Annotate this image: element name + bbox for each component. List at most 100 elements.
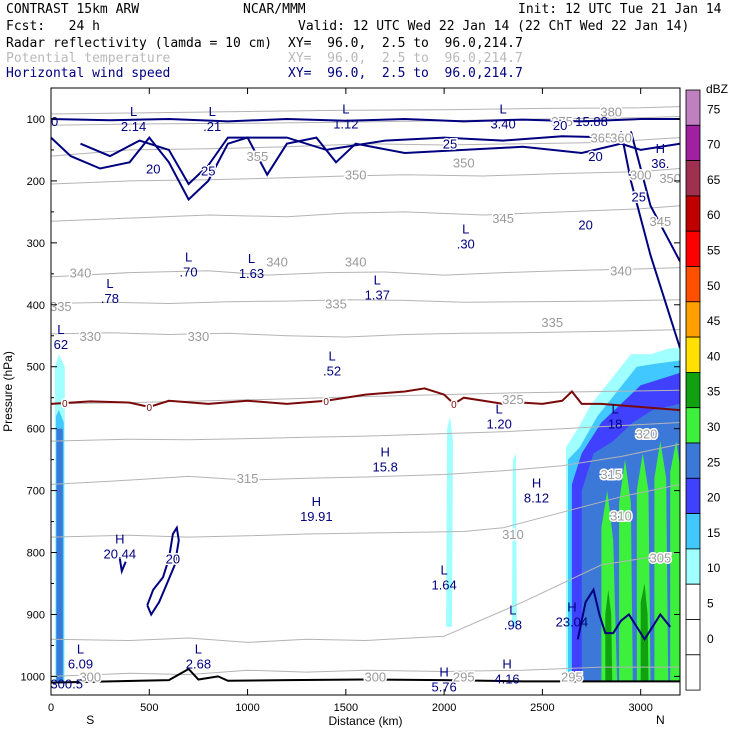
extremum-value: 50 xyxy=(44,114,58,129)
extremum-value: 1.64 xyxy=(431,577,456,592)
wind-contour-20 xyxy=(118,558,127,575)
wind-max-marker: H xyxy=(532,476,541,491)
forecast-hour: Fcst: 24 h xyxy=(6,19,100,34)
theta-label: 350 xyxy=(345,168,367,183)
freezing-level-layer: 0 0 0 0 xyxy=(50,387,681,415)
theta-label: 295 xyxy=(561,669,583,684)
theta-label: 380 xyxy=(600,105,622,120)
field-wind-name: Horizontal wind speed xyxy=(6,66,171,81)
extremum-value: 36. xyxy=(651,156,669,171)
wind-contour-25 xyxy=(629,131,680,262)
field-wind-xy: XY= 96.0, 2.5 to 96.0,214.7 xyxy=(288,66,523,81)
valid-time: Valid: 12 UTC Wed 22 Jan 14 (22 ChT Wed … xyxy=(298,19,690,34)
theta-label: 355 xyxy=(247,149,269,164)
reflectivity-region-35dbz xyxy=(640,583,649,682)
theta-contour-315 xyxy=(51,443,680,485)
wind-max-marker: H xyxy=(115,531,124,546)
extremum-value: .21 xyxy=(203,119,221,134)
colorbar-level-label: 40 xyxy=(707,349,721,363)
colorbar-swatch-75 xyxy=(685,89,701,126)
x-tick-label: 500 xyxy=(140,702,158,714)
extremum-value: 4.16 xyxy=(494,671,519,686)
colorbar-level-label: 10 xyxy=(707,561,721,575)
y-tick-label: 800 xyxy=(27,548,45,560)
header: CONTRAST 15km ARW NCAR/MMM Init: 12 UTC … xyxy=(0,0,740,86)
extremum-value: 1.20 xyxy=(487,416,512,431)
theta-label: 345 xyxy=(649,214,671,229)
extremum-value: 2.14 xyxy=(121,119,146,134)
x-tick-label: 2500 xyxy=(530,702,554,714)
colorbar-level-label: 60 xyxy=(707,208,721,222)
colorbar-swatch-70 xyxy=(685,124,701,162)
colorbar-level-label: 5 xyxy=(707,597,714,611)
wind-contour-20 xyxy=(51,135,680,202)
theta-label: 335 xyxy=(541,315,563,330)
extremum-value: 2.68 xyxy=(186,657,211,672)
y-tick-label: 200 xyxy=(27,176,45,188)
ground-layer xyxy=(50,667,680,684)
theta-label: 340 xyxy=(345,254,367,269)
y-tick-label: 900 xyxy=(27,609,45,621)
theta-label: 375 xyxy=(551,114,573,129)
colorbar-swatch-below xyxy=(685,654,701,691)
freezing-level-label: 0 xyxy=(323,397,329,408)
theta-label: 300 xyxy=(364,669,386,684)
y-tick-label: 100 xyxy=(27,114,45,126)
extremum-value: 18 xyxy=(608,416,622,431)
wind-max-marker: H xyxy=(567,599,576,614)
wind-label: 20 xyxy=(588,149,602,164)
wind-contour-20 xyxy=(51,117,680,123)
theta-label: 340 xyxy=(70,266,92,281)
colorbar-swatch-55 xyxy=(685,230,701,267)
colorbar-level-label: 50 xyxy=(707,279,721,293)
colorbar-swatch-25 xyxy=(685,442,701,479)
field-reflectivity-xy: XY= 96.0, 2.5 to 96.0,214.7 xyxy=(288,36,523,51)
theta-label: 350 xyxy=(659,171,681,186)
wind-min-marker: L xyxy=(496,401,503,416)
extremum-value: .70 xyxy=(180,265,198,280)
wind-contour-7 xyxy=(576,587,671,642)
extremum-value: .78 xyxy=(101,291,119,306)
extremum-value: 20.44 xyxy=(104,546,137,561)
theta-label: 350 xyxy=(453,155,475,170)
extremum-value: 8.12 xyxy=(524,491,549,506)
theta-contour-350 xyxy=(51,168,680,185)
y-tick-label: 500 xyxy=(27,362,45,374)
wind-contour-layer xyxy=(51,117,680,642)
org-label: NCAR/MMM xyxy=(243,2,306,17)
wind-max-marker: H xyxy=(380,445,389,460)
reflectivity-region-35dbz xyxy=(605,589,613,682)
reflectivity-region-10dbz xyxy=(446,416,453,627)
colorbar-swatch-45 xyxy=(685,301,701,338)
wind-label: 20 xyxy=(166,552,180,567)
wind-contour-25 xyxy=(80,135,622,186)
freezing-level-line xyxy=(50,387,681,412)
theta-contour-340 xyxy=(51,267,680,278)
wind-label: 20 xyxy=(553,118,567,133)
wind-min-marker: L xyxy=(441,562,448,577)
colorbar-level-label: 25 xyxy=(707,455,721,469)
colorbar-level-label: 55 xyxy=(707,244,721,258)
wind-min-marker: L xyxy=(509,603,516,618)
x-tick-label: 1500 xyxy=(334,702,358,714)
field-theta-xy: XY= 96.0, 2.5 to 96.0,214.7 xyxy=(288,51,523,66)
colorbar-swatch-20 xyxy=(685,477,701,514)
colorbar-swatch-5 xyxy=(685,583,701,620)
y-tick-label: 400 xyxy=(27,300,45,312)
x-tick-label: 3000 xyxy=(628,702,652,714)
colorbar-level-label: 75 xyxy=(707,102,721,116)
colorbar-swatch-0 xyxy=(685,619,701,656)
extremum-value: 1.63 xyxy=(239,266,264,281)
contour-label-layer: 340 340 340 340 335 335 335 330 330 325 320 315 315 3… xyxy=(44,101,681,694)
wind-min-marker: L xyxy=(499,101,506,116)
theta-label: 330 xyxy=(188,329,210,344)
x-tick-label: 2000 xyxy=(432,702,456,714)
wind-max-marker: H xyxy=(312,494,321,509)
wind-label: 20 xyxy=(578,217,592,232)
extremum-value: 300.5 xyxy=(50,676,83,691)
theta-label: 305 xyxy=(649,550,671,565)
theta-contour-305 xyxy=(51,552,680,643)
wind-label: 25 xyxy=(631,189,645,204)
